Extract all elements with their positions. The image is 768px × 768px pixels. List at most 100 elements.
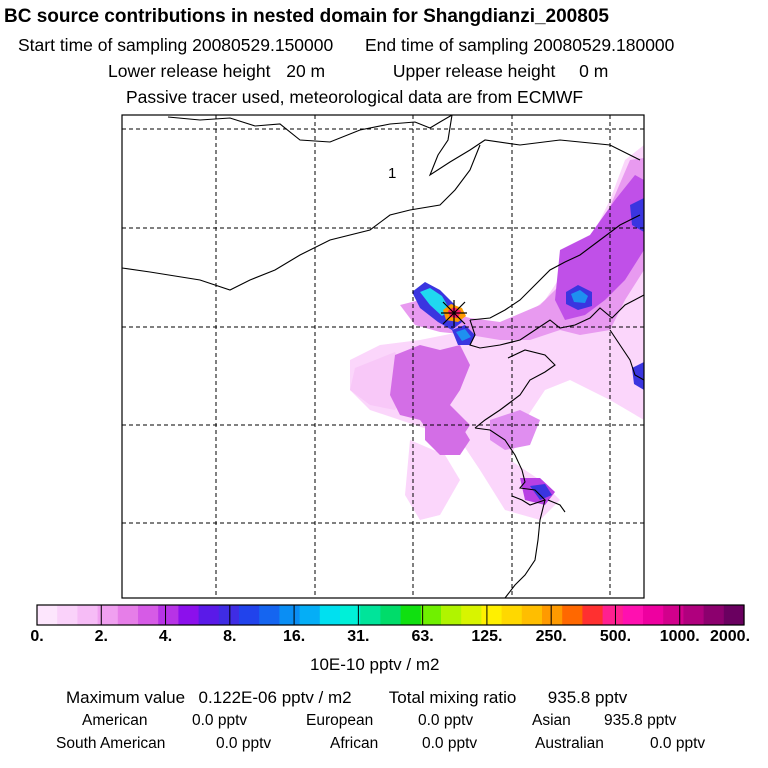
lower-height-value: 20 m xyxy=(286,61,326,81)
plume-purple-east xyxy=(555,175,644,320)
plot-title: BC source contributions in nested domain… xyxy=(4,6,609,27)
colorbar-cell xyxy=(602,605,624,625)
plume-field xyxy=(350,145,644,520)
region-australian-value: 0.0 pptv xyxy=(650,735,706,752)
colorbar-cell xyxy=(542,605,563,625)
colorbar-tick-label: 2000. xyxy=(709,628,751,645)
colorbar-cell xyxy=(77,605,99,625)
upper-height-label: Upper release height xyxy=(392,61,556,81)
summary-max-line: Maximum value 0.122E-06 pptv / m2 Total … xyxy=(66,688,627,708)
region-label: 1 xyxy=(388,165,396,182)
border-inner xyxy=(122,144,481,291)
colorbar-cell xyxy=(400,605,422,625)
region-south-american-label: South American xyxy=(56,735,166,752)
coast-shandong-tip xyxy=(547,499,566,513)
colorbar-cell xyxy=(117,605,139,625)
colorbar-cell xyxy=(138,605,159,625)
colorbar-cell xyxy=(97,605,119,625)
colorbar-cell xyxy=(481,605,503,625)
lower-height-label: Lower release height xyxy=(108,61,271,81)
colorbar-tick-label: 63. xyxy=(411,628,434,645)
colorbar-tick-label: 125. xyxy=(471,628,503,645)
colorbar-cell xyxy=(582,605,604,625)
colorbar-cell xyxy=(360,605,381,625)
colorbar-cell xyxy=(279,605,301,625)
start-time-value: 20080529.150000 xyxy=(192,35,334,55)
region-australian-label: Australian xyxy=(535,735,604,752)
plume-core-coast xyxy=(530,484,552,500)
colorbar-cell xyxy=(663,605,684,625)
colorbar-tick-label: 2. xyxy=(94,628,108,645)
colorbar-cell xyxy=(340,605,361,625)
sampling-time-line: Start time of sampling 20080529.150000 E… xyxy=(18,35,674,56)
region-european-label: European xyxy=(306,712,374,729)
colorbar-cell xyxy=(461,605,482,625)
colorbar-cell xyxy=(683,605,705,625)
colorbar-cell xyxy=(420,605,442,625)
colorbar-cell xyxy=(501,605,523,625)
colorbar-cell xyxy=(521,605,543,625)
end-time-label: End time of sampling xyxy=(364,35,529,55)
region-american-label: American xyxy=(82,712,148,729)
colorbar-cell xyxy=(319,605,341,625)
region-european-value: 0.0 pptv xyxy=(418,712,474,729)
colorbar-tick-label: 8. xyxy=(223,628,237,645)
plume-purple-south xyxy=(425,410,470,455)
plume-core-east-inner xyxy=(571,290,588,303)
total-mixing-value: 935.8 pptv xyxy=(547,688,628,707)
tracer-note: Passive tracer used, meteorological data… xyxy=(126,87,584,107)
start-time-label: Start time of sampling xyxy=(18,35,188,55)
colorbar-cell xyxy=(299,605,321,625)
colorbar-cell xyxy=(37,605,58,625)
colorbar-tick-label: 4. xyxy=(158,628,173,645)
end-time-value: 20080529.180000 xyxy=(533,35,675,55)
region-american-value: 0.0 pptv xyxy=(192,712,248,729)
colorbar-tick-label: 31. xyxy=(347,628,370,645)
colorbar-cell xyxy=(57,605,78,625)
plume-haze-south xyxy=(405,440,460,520)
colorbar-cell xyxy=(723,605,745,625)
colorbar-cell xyxy=(198,605,220,625)
plume-purple-bay xyxy=(490,410,540,450)
region-african-label: African xyxy=(330,735,379,752)
colorbar-units: 10E-10 pptv / m2 xyxy=(310,655,440,674)
colorbar-cell xyxy=(622,605,644,625)
colorbar-cell xyxy=(441,605,462,625)
coast-shandong xyxy=(474,427,547,506)
total-mixing-label: Total mixing ratio xyxy=(388,688,517,707)
colorbar-cell xyxy=(562,605,583,625)
plume-core-edge xyxy=(632,362,644,390)
colorbar-cell xyxy=(643,605,664,625)
colorbar-cell xyxy=(158,605,179,625)
colorbar-cell xyxy=(703,605,725,625)
colorbar-tick-label: 250. xyxy=(535,628,567,645)
colorbar-cell xyxy=(218,605,240,625)
colorbar-cell xyxy=(178,605,200,625)
region-asian-label: Asian xyxy=(532,712,571,729)
region-african-value: 0.0 pptv xyxy=(422,735,478,752)
plume-core-northeast xyxy=(630,198,644,232)
plume-core-south-inner xyxy=(456,329,471,341)
map-frame xyxy=(121,114,645,599)
receptor-marker-icon xyxy=(441,300,467,326)
coastlines xyxy=(122,115,644,598)
colorbar-cell xyxy=(239,605,260,625)
border-northeast xyxy=(469,214,641,321)
upper-height-value: 0 m xyxy=(579,61,609,81)
coast-liaodong xyxy=(474,349,556,429)
plume-core-source-inner xyxy=(420,288,450,316)
release-height-line: Lower release height 20 m Upper release … xyxy=(108,61,608,82)
coast-korea xyxy=(609,329,644,381)
colorbar-cell xyxy=(380,605,402,625)
border-mongolia-loop xyxy=(428,115,641,177)
colorbar-tick-label: 1000. xyxy=(659,628,700,645)
colorbar-tick-label: 500. xyxy=(599,628,632,645)
coast-east-china xyxy=(504,499,546,598)
border-north xyxy=(167,115,453,143)
colorbar-frame xyxy=(36,604,745,626)
colorbar-cell xyxy=(259,605,280,625)
colorbar-tick-label: 0. xyxy=(30,628,44,645)
colorbar-cells xyxy=(36,605,745,625)
